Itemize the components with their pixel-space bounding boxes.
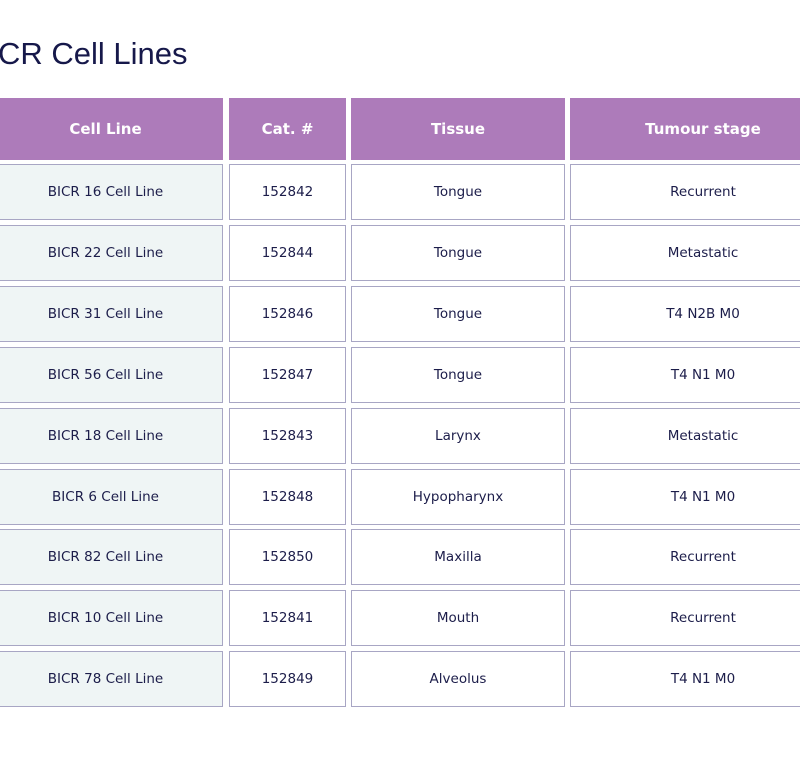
table-cell: BICR 56 Cell Line bbox=[0, 346, 223, 403]
table-cell: Recurrent bbox=[570, 529, 800, 586]
table-cell: 152841 bbox=[229, 590, 346, 647]
table-cell: BICR 10 Cell Line bbox=[0, 590, 223, 647]
table-cell: Recurrent bbox=[570, 590, 800, 647]
table-cell: 152847 bbox=[229, 346, 346, 403]
table-cell: BICR 82 Cell Line bbox=[0, 529, 223, 586]
table-cell: 152848 bbox=[229, 468, 346, 525]
table-cell: BICR 18 Cell Line bbox=[0, 407, 223, 464]
header-cell: Tissue bbox=[351, 98, 565, 160]
table-cell: Alveolus bbox=[351, 651, 565, 708]
table-cell: Tongue bbox=[351, 224, 565, 281]
table-cell: Tongue bbox=[351, 285, 565, 342]
table-cell: BICR 31 Cell Line bbox=[0, 285, 223, 342]
table-cell: Maxilla bbox=[351, 529, 565, 586]
header-cell: Cell Line bbox=[0, 98, 223, 160]
table-cell: BICR 6 Cell Line bbox=[0, 468, 223, 525]
table-cell: Tongue bbox=[351, 346, 565, 403]
page-title: CR Cell Lines bbox=[0, 36, 188, 71]
table-cell: Metastatic bbox=[570, 224, 800, 281]
table-cell: Metastatic bbox=[570, 407, 800, 464]
table-cell: T4 N2B M0 bbox=[570, 285, 800, 342]
table-cell: 152843 bbox=[229, 407, 346, 464]
table-cell: BICR 22 Cell Line bbox=[0, 224, 223, 281]
table-cell: BICR 16 Cell Line bbox=[0, 164, 223, 220]
table-cell: Tongue bbox=[351, 164, 565, 220]
table-cell: Hypopharynx bbox=[351, 468, 565, 525]
table-cell: Mouth bbox=[351, 590, 565, 647]
header-cell: Tumour stage bbox=[570, 98, 800, 160]
header-cell: Cat. # bbox=[229, 98, 346, 160]
table-cell: BICR 78 Cell Line bbox=[0, 651, 223, 708]
table-cell: Recurrent bbox=[570, 164, 800, 220]
table-cell: T4 N1 M0 bbox=[570, 346, 800, 403]
table-cell: T4 N1 M0 bbox=[570, 651, 800, 708]
table-cell: 152846 bbox=[229, 285, 346, 342]
table-cell: 152842 bbox=[229, 164, 346, 220]
table-cell: 152844 bbox=[229, 224, 346, 281]
table-cell: Larynx bbox=[351, 407, 565, 464]
table-cell: T4 N1 M0 bbox=[570, 468, 800, 525]
table-cell: 152850 bbox=[229, 529, 346, 586]
table-cell: 152849 bbox=[229, 651, 346, 708]
